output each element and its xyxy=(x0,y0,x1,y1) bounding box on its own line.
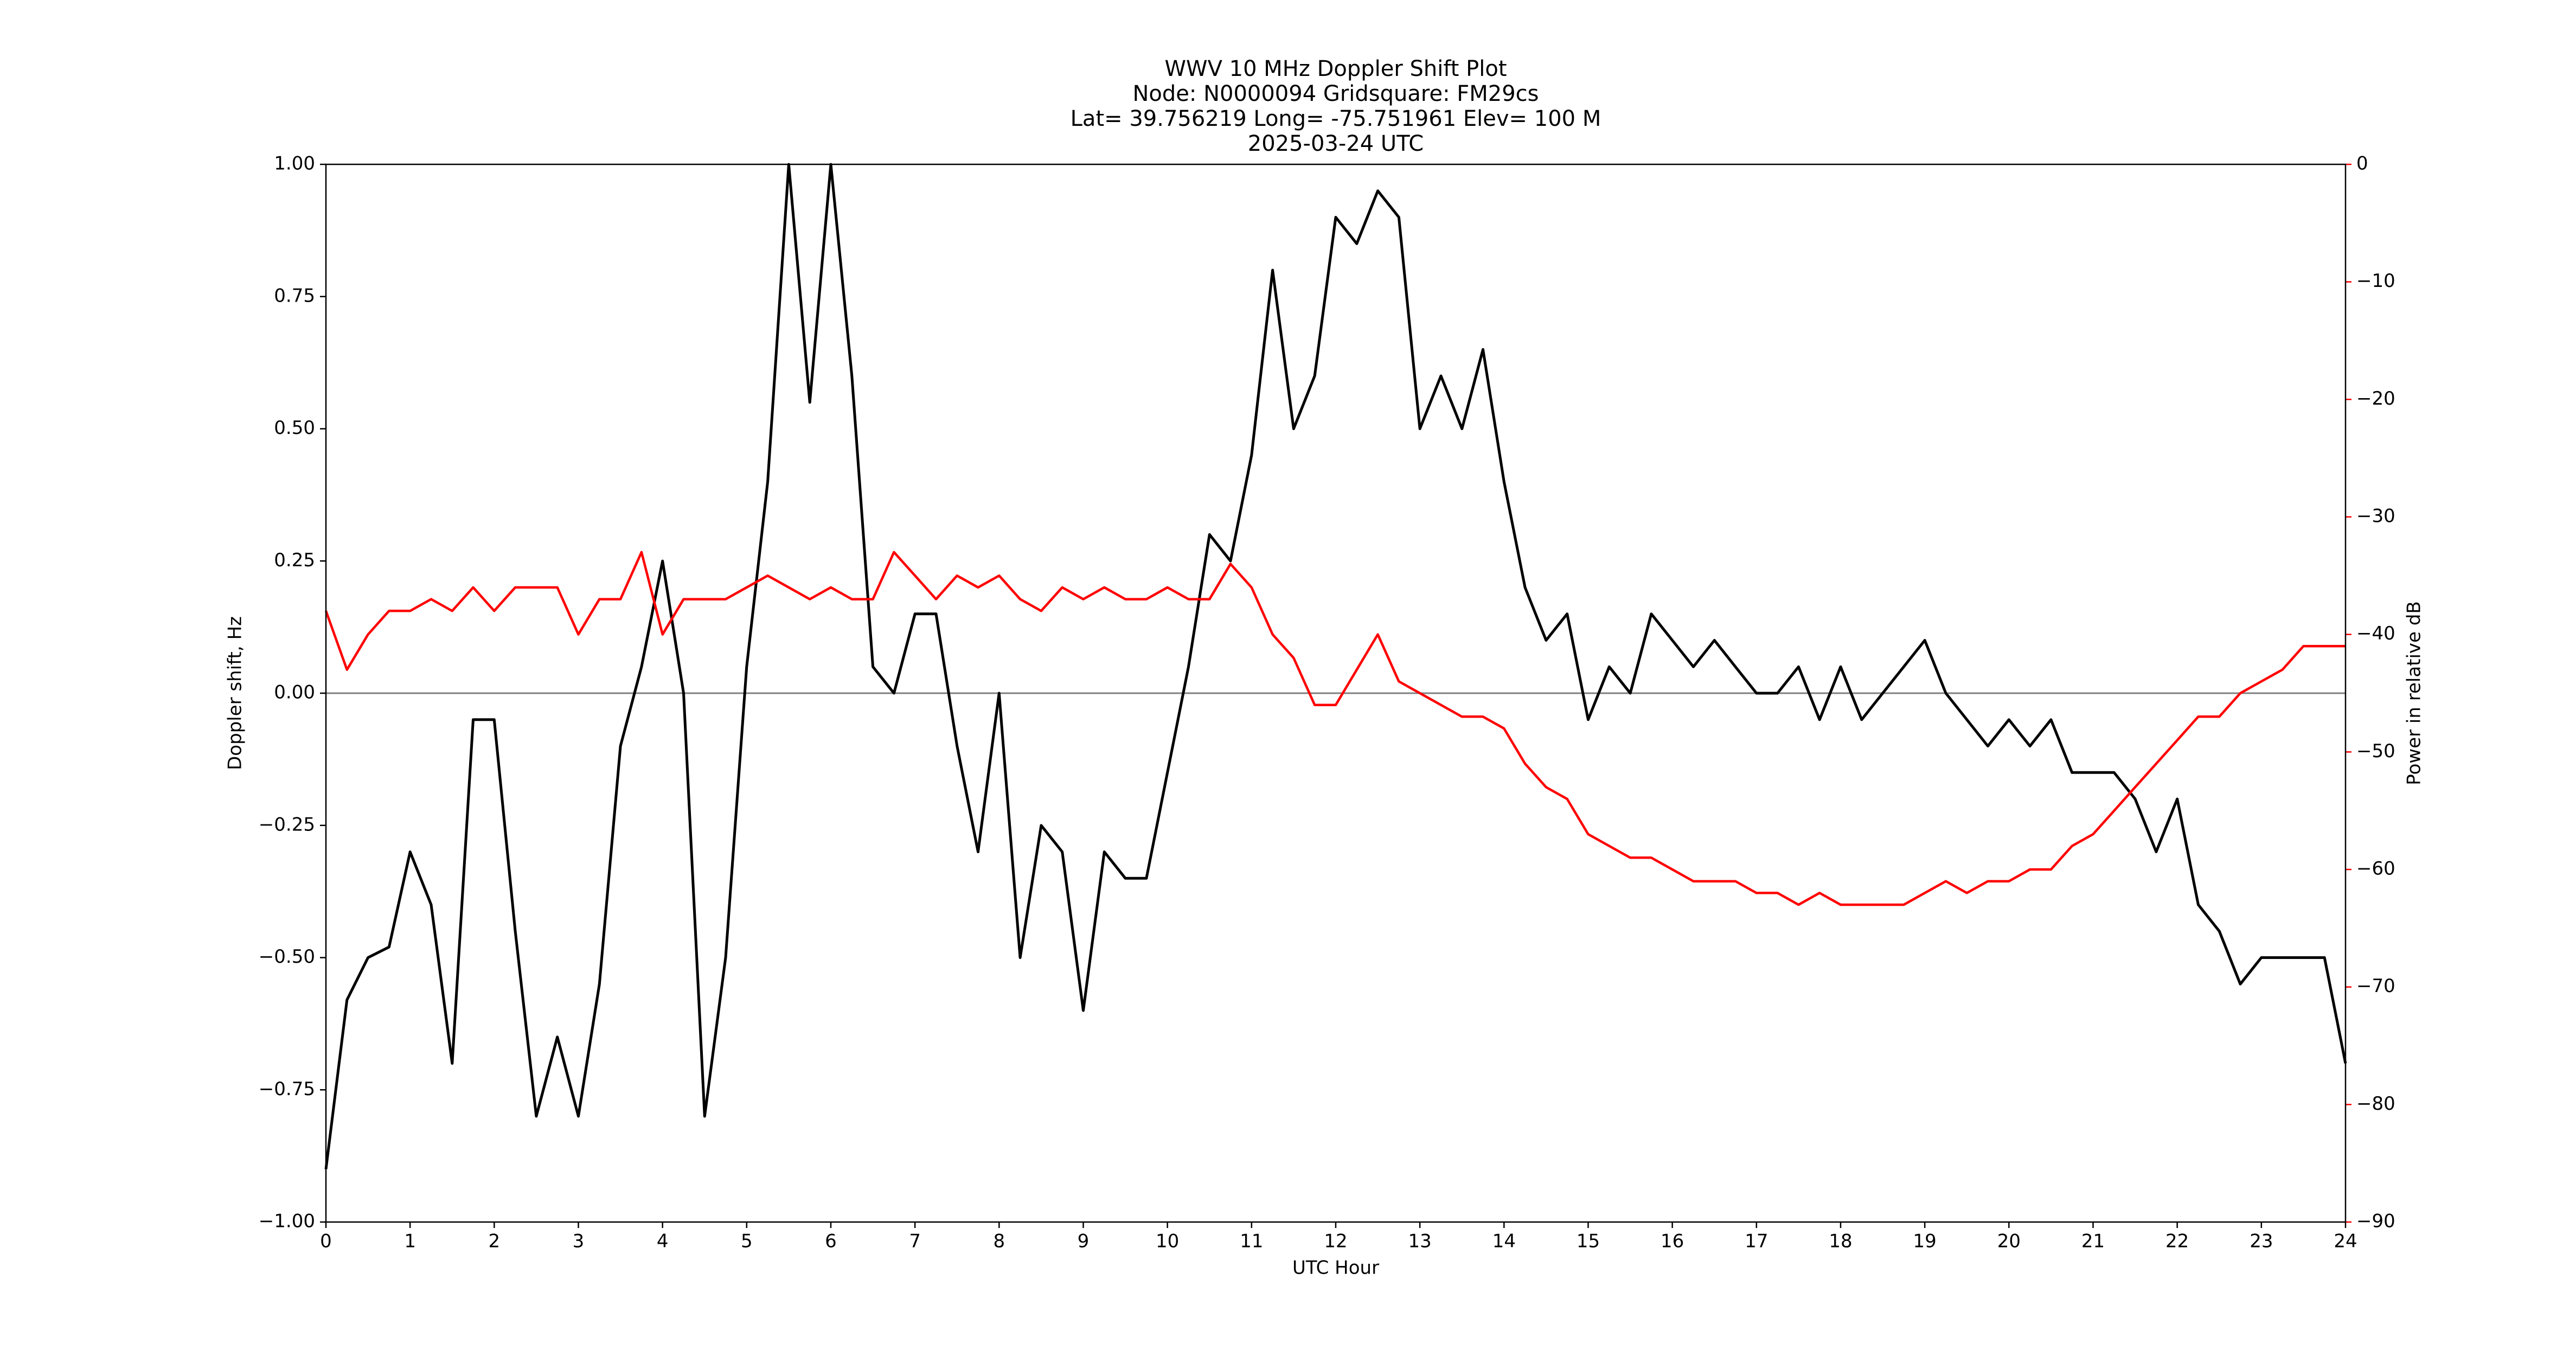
y-tick-label: −0.50 xyxy=(259,946,315,968)
y2-tick-label: −50 xyxy=(2356,740,2395,762)
chart-subtitle: 2025-03-24 UTC xyxy=(1248,131,1424,156)
x-tick-label: 5 xyxy=(741,1231,753,1252)
x-tick-label: 15 xyxy=(1577,1231,1600,1252)
x-tick-label: 9 xyxy=(1078,1231,1090,1252)
chart-title: WWV 10 MHz Doppler Shift Plot xyxy=(1164,56,1507,81)
x-tick-label: 6 xyxy=(825,1231,837,1252)
y-tick-label: −0.25 xyxy=(259,814,315,835)
x-tick-label: 4 xyxy=(657,1231,669,1252)
data-line xyxy=(324,163,2347,1169)
x-tick-label: 2 xyxy=(489,1231,501,1252)
y-tick-label: 0.75 xyxy=(274,285,315,306)
x-tick-label: 21 xyxy=(2081,1231,2105,1252)
plot-frame xyxy=(325,163,2347,1223)
y-tick-label: 0.00 xyxy=(274,682,315,703)
x-tick-label: 22 xyxy=(2165,1231,2189,1252)
y-tick-label: 1.00 xyxy=(274,153,315,175)
y-axis-label: Doppler shift, Hz xyxy=(225,616,246,770)
x-tick-label: 20 xyxy=(1997,1231,2021,1252)
x-tick-label: 13 xyxy=(1408,1231,1432,1252)
y-tick-label: 0.25 xyxy=(274,549,315,571)
y2-tick-label: −80 xyxy=(2356,1093,2395,1115)
x-tick-label: 12 xyxy=(1324,1231,1347,1252)
y2-tick-label: −70 xyxy=(2356,975,2395,997)
x-tick-label: 1 xyxy=(404,1231,416,1252)
x-tick-label: 23 xyxy=(2250,1231,2273,1252)
chart-subtitle: Node: N0000094 Gridsquare: FM29cs xyxy=(1132,81,1539,106)
x-tick-label: 18 xyxy=(1829,1231,1852,1252)
y2-tick-label: 0 xyxy=(2356,153,2368,175)
x-tick-label: 14 xyxy=(1492,1231,1516,1252)
x-tick-label: 8 xyxy=(994,1231,1005,1252)
x-tick-label: 7 xyxy=(909,1231,921,1252)
y2-tick-label: −20 xyxy=(2356,388,2395,410)
y-tick-label: −0.75 xyxy=(259,1078,315,1100)
y2-tick-label: −30 xyxy=(2356,506,2395,527)
x-tick-label: 17 xyxy=(1745,1231,1768,1252)
y2-axis-label: Power in relative dB xyxy=(2404,601,2425,785)
y2-tick-label: −40 xyxy=(2356,623,2395,644)
x-tick-label: 19 xyxy=(1913,1231,1937,1252)
y-tick-label: −1.00 xyxy=(259,1211,315,1232)
x-tick-label: 11 xyxy=(1240,1231,1263,1252)
x-tick-label: 0 xyxy=(320,1231,332,1252)
data-line xyxy=(324,551,2346,906)
y-tick-label: 0.50 xyxy=(274,417,315,439)
x-tick-label: 24 xyxy=(2334,1231,2357,1252)
x-axis-label: UTC Hour xyxy=(1292,1257,1379,1279)
y2-tick-label: −10 xyxy=(2356,270,2395,292)
x-tick-label: 10 xyxy=(1156,1231,1179,1252)
x-tick-label: 3 xyxy=(573,1231,585,1252)
y2-tick-label: −90 xyxy=(2356,1211,2395,1232)
x-tick-label: 16 xyxy=(1661,1231,1684,1252)
chart-subtitle: Lat= 39.756219 Long= -75.751961 Elev= 10… xyxy=(1071,106,1601,131)
y2-tick-label: −60 xyxy=(2356,858,2395,880)
